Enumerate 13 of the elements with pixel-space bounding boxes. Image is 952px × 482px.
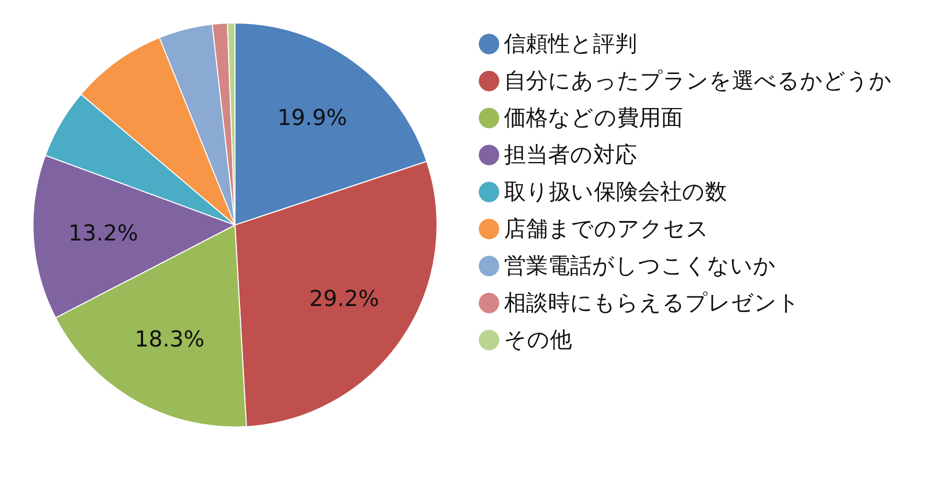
legend-label: 担当者の対応 (504, 143, 637, 168)
legend-label: 店舗までのアクセス (504, 217, 709, 242)
legend-label: その他 (504, 328, 572, 353)
legend-label: 取り扱い保険会社の数 (504, 180, 727, 205)
legend-label: 相談時にもらえるプレゼント (504, 291, 800, 316)
legend-label: 価格などの費用面 (504, 106, 683, 131)
legend-label: 信頼性と評判 (504, 32, 637, 57)
data-label: 19.9% (277, 106, 348, 131)
legend-label: 自分にあったプランを選べるかどうか (504, 69, 892, 94)
data-label: 18.3% (134, 328, 205, 353)
legend-label: 営業電話がしつこくないか (504, 254, 776, 279)
data-label: 29.2% (309, 287, 380, 312)
data-label: 13.2% (68, 221, 138, 246)
